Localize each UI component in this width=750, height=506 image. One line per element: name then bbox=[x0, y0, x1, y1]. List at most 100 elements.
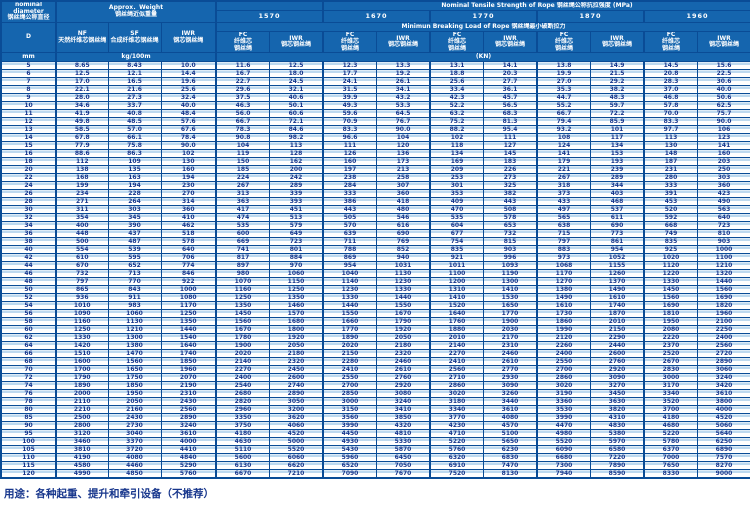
breaking-load-cell: 153 bbox=[590, 149, 645, 159]
breaking-load-cell: 4930 bbox=[322, 437, 377, 447]
breaking-load-cell: 3700 bbox=[643, 405, 698, 415]
breaking-load-cell: 3260 bbox=[483, 389, 538, 399]
breaking-load-cell: 48.3 bbox=[590, 93, 645, 103]
header-row-core-types: FC 纤维芯 钢丝绳 IWR 钢芯钢丝绳 FC 纤维芯 钢丝绳 IWR 钢芯钢丝… bbox=[1, 31, 750, 54]
breaking-load-cell: 2860 bbox=[536, 373, 591, 383]
table-row: 26 234 228 270 313 339 333 360 353 382 373 403 391 42… bbox=[0, 189, 750, 199]
breaking-load-cell: 6060 bbox=[269, 453, 324, 463]
breaking-load-cell: 267 bbox=[536, 173, 591, 183]
table-row: 95 3120 3040 3610 4180 4520 4450 4810 4710 5100 49… bbox=[0, 429, 750, 439]
breaking-load-cell: 271 bbox=[55, 197, 109, 207]
breaking-load-cell: 970 bbox=[269, 261, 324, 271]
breaking-load-cell: 40.8 bbox=[107, 109, 162, 119]
iwr-core-header: IWR 钢芯钢丝绳 bbox=[483, 31, 538, 54]
breaking-load-cell: 8270 bbox=[697, 461, 750, 471]
breaking-load-cell: 66.7 bbox=[215, 117, 270, 127]
diameter-cell: 5 bbox=[0, 61, 57, 71]
breaking-load-cell: 21.5 bbox=[590, 69, 645, 79]
breaking-load-cell: 111 bbox=[322, 141, 377, 151]
table-row: 80 2210 2160 2560 2960 3200 3150 3410 3340 3610 35… bbox=[0, 405, 750, 415]
diameter-cell: 9 bbox=[0, 93, 57, 103]
breaking-load-cell: 2770 bbox=[483, 365, 538, 375]
table-row: 34 400 390 462 535 579 570 616 604 653 638 690 668 72… bbox=[0, 221, 750, 231]
breaking-load-cell: 134 bbox=[429, 149, 484, 159]
breaking-load-cell: 2450 bbox=[269, 365, 324, 375]
breaking-load-cell: 2920 bbox=[376, 381, 431, 391]
breaking-load-cell: 3270 bbox=[590, 381, 645, 391]
breaking-load-cell: 3240 bbox=[160, 421, 217, 431]
diameter-cell: 34 bbox=[0, 221, 57, 231]
breaking-load-cell: 57.8 bbox=[643, 101, 698, 111]
table-row: 120 4990 4850 5760 6670 7210 7090 7670 7520 8130 7… bbox=[0, 469, 750, 479]
breaking-load-cell: 289 bbox=[269, 181, 324, 191]
breaking-load-cell: 34.6 bbox=[55, 101, 109, 111]
breaking-load-cell: 50.1 bbox=[269, 101, 324, 111]
breaking-load-cell: 390 bbox=[107, 221, 162, 231]
breaking-load-cell: 22.7 bbox=[215, 77, 270, 87]
breaking-load-cell: 610 bbox=[55, 253, 109, 263]
breaking-load-cell: 1250 bbox=[160, 309, 217, 319]
breaking-load-cell: 2120 bbox=[536, 333, 591, 343]
fc-core-header: FC 纤维芯 钢丝绳 bbox=[215, 31, 270, 54]
breaking-load-cell: 2560 bbox=[429, 365, 484, 375]
breaking-load-cell: 344 bbox=[590, 181, 645, 191]
breaking-load-cell: 1460 bbox=[269, 301, 324, 311]
breaking-load-cell: 2860 bbox=[429, 381, 484, 391]
breaking-load-cell: 55.2 bbox=[536, 101, 591, 111]
breaking-load-cell: 1330 bbox=[55, 333, 109, 343]
diameter-cell: 80 bbox=[0, 405, 57, 415]
breaking-load-cell: 1350 bbox=[215, 301, 270, 311]
breaking-load-cell: 1600 bbox=[55, 357, 109, 367]
breaking-load-cell: 1210 bbox=[697, 261, 750, 271]
diameter-cell: 40 bbox=[0, 245, 57, 255]
breaking-load-cell: 3610 bbox=[160, 429, 217, 439]
breaking-load-cell: 565 bbox=[536, 213, 591, 223]
breaking-load-cell: 554 bbox=[55, 245, 109, 255]
breaking-load-cell: 45.7 bbox=[483, 93, 538, 103]
breaking-load-cell: 4450 bbox=[322, 429, 377, 439]
breaking-load-cell: 690 bbox=[376, 229, 431, 239]
diameter-cell: 60 bbox=[0, 325, 57, 335]
breaking-load-cell: 44.7 bbox=[536, 93, 591, 103]
breaking-load-cell: 513 bbox=[269, 213, 324, 223]
breaking-load-cell: 1190 bbox=[483, 269, 538, 279]
breaking-load-cell: 3610 bbox=[697, 389, 750, 399]
breaking-load-cell: 1860 bbox=[536, 317, 591, 327]
breaking-load-cell: 508 bbox=[483, 205, 538, 215]
breaking-load-cell: 27.7 bbox=[483, 77, 538, 87]
breaking-load-cell: 5640 bbox=[697, 429, 750, 439]
breaking-load-cell: 604 bbox=[429, 221, 484, 231]
table-row: 22 168 163 194 224 242 238 258 253 273 267 289 280 30… bbox=[0, 173, 750, 183]
breaking-load-cell: 706 bbox=[160, 253, 217, 263]
breaking-load-cell: 83.3 bbox=[643, 117, 698, 127]
breaking-load-cell: 1040 bbox=[322, 269, 377, 279]
d-symbol-header: D bbox=[0, 22, 57, 54]
table-row: 7 17.0 16.5 19.6 22.7 24.5 24.1 26.1 25.6 27.7 27.… bbox=[0, 77, 750, 87]
breaking-load-cell: 68.3 bbox=[483, 109, 538, 119]
breaking-load-cell: 197 bbox=[322, 165, 377, 175]
breaking-load-cell: 418 bbox=[376, 197, 431, 207]
breaking-load-cell: 769 bbox=[376, 237, 431, 247]
table-row: 20 138 135 160 185 200 197 213 209 226 221 239 231 25… bbox=[0, 165, 750, 175]
wire-rope-spec-table: nominal diameter 钢丝绳公称直径 Approx．Weight 钢… bbox=[0, 0, 750, 480]
breaking-load-cell: 318 bbox=[536, 181, 591, 191]
breaking-load-cell: 3800 bbox=[697, 397, 750, 407]
breaking-load-cell: 66.7 bbox=[536, 109, 591, 119]
breaking-load-cell: 7090 bbox=[322, 469, 377, 479]
breaking-load-cell: 273 bbox=[483, 173, 538, 183]
breaking-load-cell: 1850 bbox=[107, 381, 162, 391]
header-row-strengths: 1570 1670 1770 1870 1960 bbox=[1, 10, 750, 24]
breaking-load-cell: 1450 bbox=[215, 309, 270, 319]
breaking-load-cell: 258 bbox=[376, 173, 431, 183]
breaking-load-cell: 3620 bbox=[269, 413, 324, 423]
breaking-load-cell: 199 bbox=[55, 181, 109, 191]
breaking-load-cell: 925 bbox=[643, 245, 698, 255]
breaking-load-cell: 2410 bbox=[322, 365, 377, 375]
breaking-load-cell: 2700 bbox=[322, 381, 377, 391]
kn-unit-header: (KN) bbox=[215, 52, 750, 63]
breaking-load-cell: 3630 bbox=[590, 397, 645, 407]
breaking-load-cell: 76.7 bbox=[376, 117, 431, 127]
breaking-load-cell: 1440 bbox=[322, 301, 377, 311]
breaking-load-cell: 884 bbox=[269, 253, 324, 263]
table-row: 105 3810 3720 4410 5110 5520 5430 5870 5760 6230 6… bbox=[0, 445, 750, 455]
